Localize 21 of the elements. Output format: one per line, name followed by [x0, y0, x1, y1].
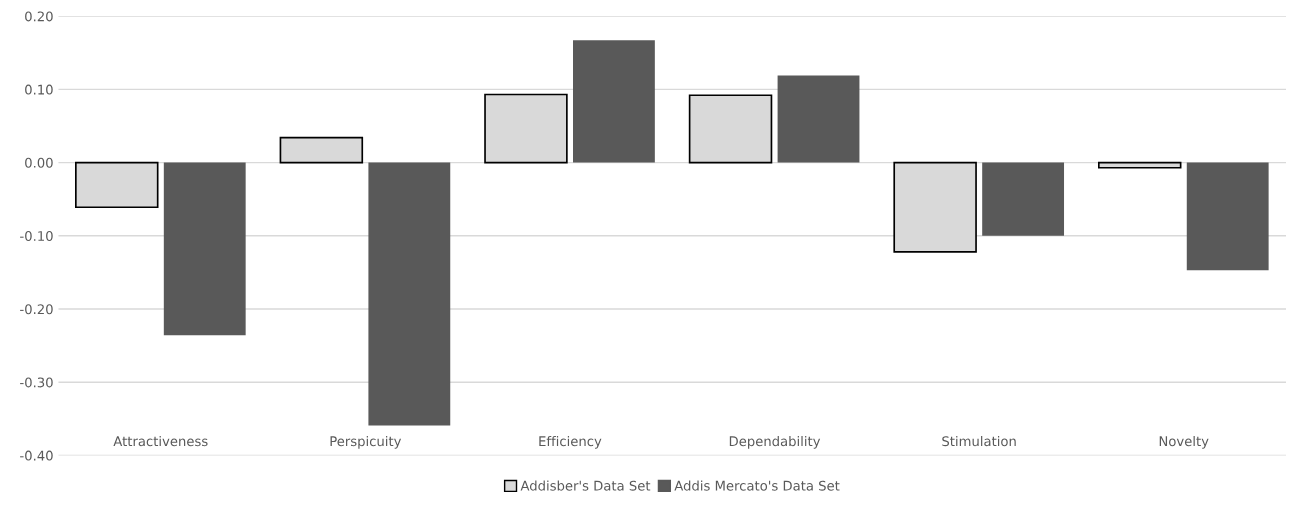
y-tick-label: -0.20 — [20, 304, 53, 315]
bar — [163, 162, 246, 336]
legend-label: Addis Mercato's Data Set — [674, 480, 840, 491]
y-tick-label: -0.40 — [20, 450, 53, 461]
x-tick-label: Stimulation — [942, 435, 1016, 447]
x-tick-label: Perspicuity — [330, 435, 402, 449]
bar — [1186, 162, 1269, 271]
x-tick-label: Attractiveness — [113, 435, 208, 447]
y-tick-label: 0.00 — [25, 157, 53, 168]
bar — [777, 75, 860, 163]
x-tick-label: Dependability — [729, 435, 821, 449]
x-tick-label: Novelty — [1159, 435, 1209, 449]
bar — [982, 162, 1065, 236]
y-tick-label: -0.30 — [20, 377, 53, 388]
bar — [368, 162, 451, 426]
bar — [573, 40, 655, 163]
legend-label: Addisber's Data Set — [520, 480, 651, 491]
y-tick-label: -0.10 — [20, 231, 53, 241]
y-tick-label: 0.10 — [25, 84, 53, 95]
x-tick-label: Efficiency — [539, 435, 602, 449]
y-tick-label: 0.20 — [25, 11, 53, 22]
